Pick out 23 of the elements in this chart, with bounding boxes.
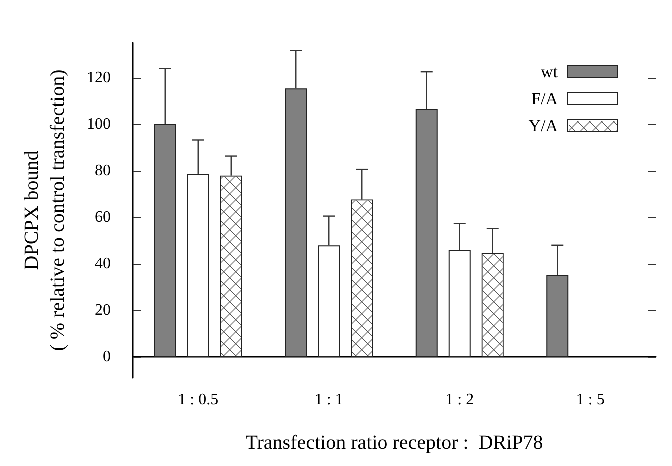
x-axis-title: Transfection ratio receptor : DRiP78 bbox=[246, 432, 544, 454]
y-axis-title: DPCPX bound ( % relative to control transfection) bbox=[21, 70, 69, 352]
legend-label: F/A bbox=[532, 90, 559, 108]
y-tick-label: 20 bbox=[95, 302, 111, 320]
legend-label: wt bbox=[541, 62, 558, 82]
bar bbox=[416, 109, 438, 358]
bar bbox=[154, 124, 176, 358]
bar bbox=[546, 275, 569, 358]
bar bbox=[187, 174, 210, 358]
x-tick-label: 1 : 0.5 bbox=[178, 392, 219, 408]
bar bbox=[448, 250, 471, 358]
bar bbox=[318, 246, 340, 358]
y-tick-label: 80 bbox=[95, 162, 111, 180]
legend-label: Y/A bbox=[528, 116, 559, 136]
y-tick-label: 120 bbox=[87, 69, 111, 86]
x-tick-label: 1 : 2 bbox=[446, 392, 474, 408]
y-tick-label: 40 bbox=[95, 256, 111, 273]
bar bbox=[285, 88, 308, 358]
y-tick-label: 60 bbox=[95, 208, 111, 226]
x-tick-label: 1 : 1 bbox=[314, 392, 344, 408]
y-tick-label: 0 bbox=[103, 348, 111, 366]
y-tick-label: 100 bbox=[87, 116, 111, 133]
x-tick-label: 1 : 5 bbox=[576, 392, 605, 408]
